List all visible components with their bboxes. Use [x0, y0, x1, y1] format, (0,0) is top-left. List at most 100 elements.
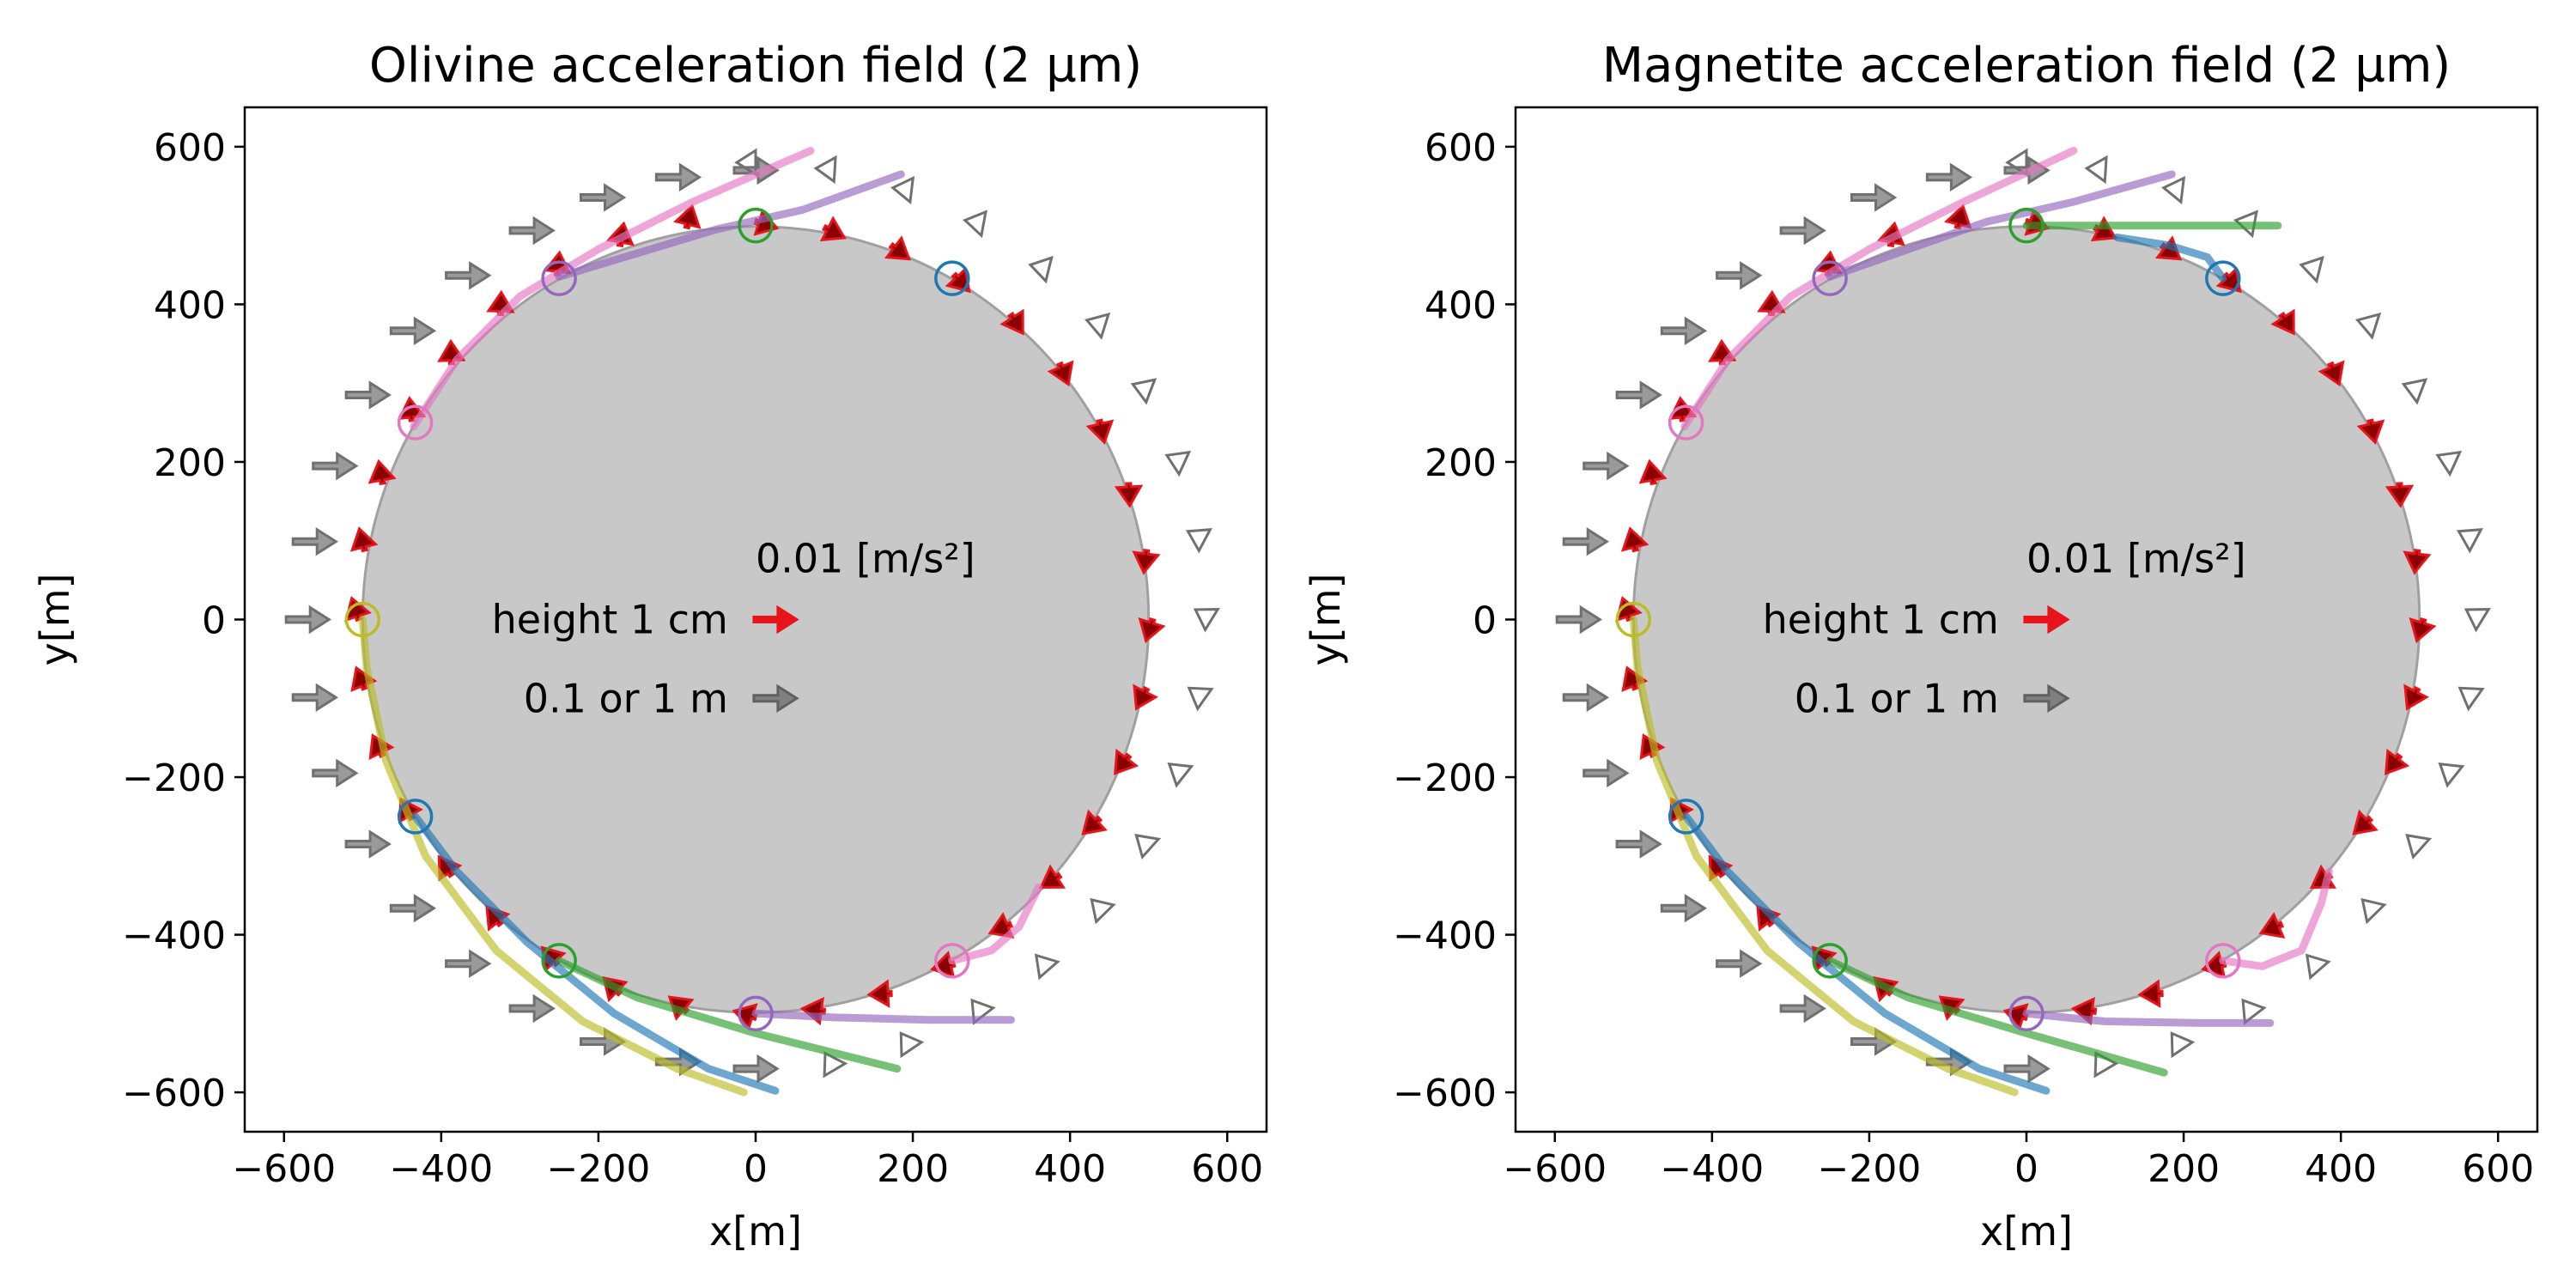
field-arrow-near	[987, 912, 1015, 939]
field-arrow-far	[1660, 316, 1708, 346]
field-arrow-far	[963, 210, 987, 239]
field-arrow-far	[2435, 450, 2463, 477]
x-tick-label: 600	[1191, 1147, 1263, 1191]
legend-label-near: height 1 cm	[492, 597, 728, 643]
x-tick-label: 400	[2305, 1147, 2377, 1191]
field-arrow-far	[899, 1031, 925, 1059]
x-tick-label: −200	[1817, 1147, 1921, 1191]
field-arrow-far	[2299, 255, 2324, 284]
trajectory	[411, 812, 780, 1095]
field-arrow-far	[2003, 1054, 2050, 1084]
field-arrow-near	[1081, 809, 1108, 835]
field-arrow-far	[1779, 993, 1826, 1024]
field-arrow-far	[1034, 953, 1060, 981]
field-arrow-near	[999, 308, 1024, 336]
field-arrow-far	[445, 261, 492, 290]
field-arrow-near	[1638, 459, 1668, 486]
field-arrow-far	[2360, 897, 2387, 925]
legend-label-far: 0.1 or 1 m	[1795, 675, 1999, 721]
field-arrow-near	[2403, 549, 2432, 575]
y-tick-label: 200	[154, 441, 226, 485]
y-tick-label: 200	[1425, 441, 1497, 485]
field-arrow-far	[1164, 450, 1192, 477]
x-axis-label: x[m]	[1980, 1208, 2073, 1255]
x-tick-label: −400	[389, 1147, 493, 1191]
y-tick-label: −200	[1393, 756, 1497, 800]
field-arrow-near	[349, 526, 379, 553]
field-arrow-far	[1090, 897, 1116, 925]
start-marker	[2205, 943, 2241, 979]
y-axis-label: y[m]	[32, 574, 78, 666]
trajectory	[555, 170, 905, 281]
y-tick-label: 600	[1425, 126, 1497, 170]
trajectory	[751, 1009, 1015, 1024]
x-tick-label: 0	[2014, 1147, 2038, 1191]
field-arrow-far	[813, 155, 837, 185]
field-arrow-far	[1850, 183, 1898, 212]
field-arrow-far	[312, 758, 359, 788]
y-tick-label: −600	[122, 1072, 226, 1115]
chart-title: Olivine acceleration field (2 µm)	[369, 38, 1142, 94]
field-arrow-far	[1925, 162, 1973, 192]
field-arrow-far	[389, 893, 437, 923]
field-arrow-far	[1084, 312, 1111, 340]
start-marker	[1615, 601, 1652, 638]
field-arrow-near	[819, 216, 847, 242]
trajectory	[2022, 1009, 2275, 1027]
field-arrow-near	[368, 459, 397, 486]
field-arrow-near	[1138, 617, 1166, 643]
quiver-scale-label: 0.01 [m/s²]	[2026, 535, 2246, 581]
field-arrow-far	[1555, 605, 1602, 635]
start-marker	[1668, 799, 1704, 835]
field-arrow-far	[2170, 1031, 2196, 1059]
field-arrow-far	[2456, 527, 2483, 554]
start-marker	[2205, 260, 2241, 296]
field-arrow-near	[2403, 683, 2430, 711]
start-marker	[541, 260, 577, 296]
field-arrow-far	[580, 183, 627, 212]
field-arrow-near	[2385, 482, 2415, 508]
field-arrow-far	[1615, 380, 1662, 410]
field-arrow-far	[732, 1054, 780, 1084]
trajectory	[1682, 812, 2050, 1095]
field-arrow-near	[1038, 864, 1066, 890]
start-marker	[1812, 260, 1848, 296]
field-arrow-far	[1615, 829, 1662, 859]
legend-arrow-red	[2023, 605, 2070, 635]
field-arrow-far	[1134, 834, 1162, 860]
field-arrow-near	[2270, 308, 2295, 336]
field-arrow-near	[2318, 360, 2345, 387]
field-arrow-near	[1114, 748, 1139, 775]
trajectory	[358, 616, 748, 1097]
y-tick-label: 600	[154, 126, 226, 170]
field-arrow-far	[1187, 686, 1214, 712]
start-marker	[344, 601, 381, 638]
start-marker	[934, 943, 970, 979]
start-marker	[2008, 995, 2044, 1032]
trajectory	[1826, 170, 2176, 281]
field-arrow-far	[445, 949, 492, 978]
chart-title: Magnetite acceleration field (2 µm)	[1602, 38, 2451, 94]
field-arrow-near	[2409, 617, 2437, 643]
field-arrow-far	[2438, 762, 2465, 788]
y-tick-label: 0	[1473, 599, 1497, 643]
start-marker	[397, 799, 434, 835]
field-arrow-near	[1132, 549, 1161, 575]
field-arrow-near	[1133, 683, 1159, 711]
x-tick-label: 200	[877, 1147, 949, 1191]
panel-2: Magnetite acceleration field (2 µm) 0.01 …	[1303, 38, 2539, 1255]
legend-arrow-red	[752, 605, 799, 635]
field-arrow-far	[2401, 378, 2428, 405]
field-arrow-far	[344, 829, 392, 859]
field-arrow-near	[673, 204, 702, 230]
field-arrow-far	[1193, 608, 1220, 633]
field-arrow-far	[291, 683, 338, 713]
field-arrow-far	[2458, 686, 2485, 712]
field-arrow-far	[1660, 893, 1708, 923]
field-arrow-near	[2258, 912, 2286, 939]
trajectory	[1629, 616, 2019, 1097]
legend-arrow-grey	[752, 683, 799, 714]
field-arrow-far	[890, 175, 915, 205]
field-arrow-far	[508, 216, 556, 246]
